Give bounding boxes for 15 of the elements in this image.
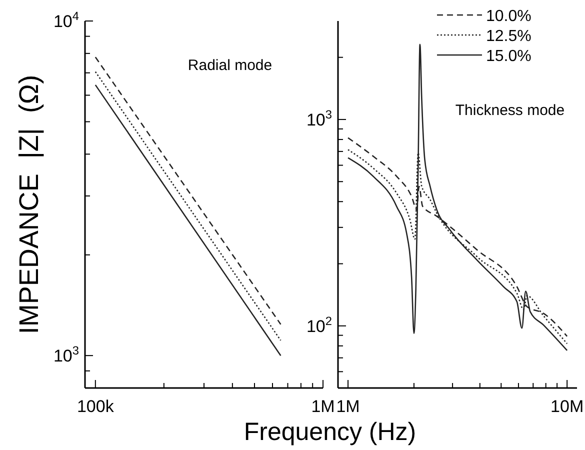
- legend-label: 10.0%: [486, 8, 532, 25]
- y-tick-label: 10$^{3}$: [53, 344, 80, 366]
- x-tick-label: 10M: [550, 397, 584, 416]
- y-tick-label: 10$^{3}$: [306, 107, 332, 130]
- x-axis-title: Frequency (Hz): [244, 418, 416, 446]
- legend-label: 15.0%: [486, 48, 532, 65]
- x-tick-label: 1M: [311, 397, 335, 416]
- legend-label: 12.5%: [486, 28, 532, 45]
- y-tick-label: 10$^{2}$: [306, 314, 332, 336]
- y-axis-title: IMPEDANCE |Z| (Ω): [14, 74, 44, 334]
- x-tick-label: 1M: [336, 397, 360, 416]
- x-tick-label: 100k: [76, 397, 114, 416]
- annotation: Thickness mode: [455, 102, 565, 119]
- annotation: Radial mode: [188, 57, 272, 74]
- y-tick-label: 10$^{4}$: [53, 9, 80, 31]
